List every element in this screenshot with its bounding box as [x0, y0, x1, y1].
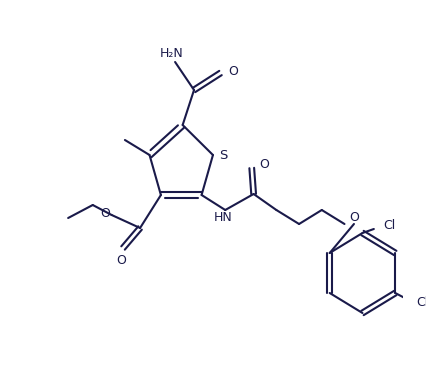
- Text: H₂N: H₂N: [159, 47, 183, 60]
- Text: Cl: Cl: [416, 296, 426, 310]
- Text: O: O: [349, 210, 359, 224]
- Text: HN: HN: [214, 210, 233, 224]
- Text: O: O: [259, 158, 269, 170]
- Text: Cl: Cl: [383, 219, 396, 231]
- Text: O: O: [116, 254, 126, 266]
- Text: O: O: [228, 65, 238, 77]
- Text: O: O: [100, 207, 110, 219]
- Text: S: S: [219, 149, 228, 161]
